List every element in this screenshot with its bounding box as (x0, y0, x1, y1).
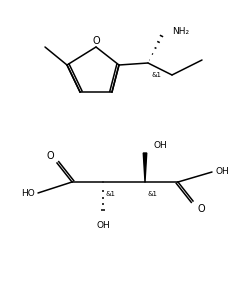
Text: O: O (46, 151, 54, 161)
Text: OH: OH (215, 168, 229, 177)
Text: OH: OH (96, 221, 110, 230)
Text: &1: &1 (151, 72, 161, 78)
Text: &1: &1 (105, 191, 115, 197)
Text: O: O (92, 36, 100, 46)
Text: HO: HO (21, 188, 35, 198)
Polygon shape (143, 153, 147, 182)
Text: OH: OH (153, 141, 167, 150)
Text: &1: &1 (147, 191, 157, 197)
Text: O: O (197, 204, 205, 214)
Text: NH₂: NH₂ (172, 27, 189, 35)
